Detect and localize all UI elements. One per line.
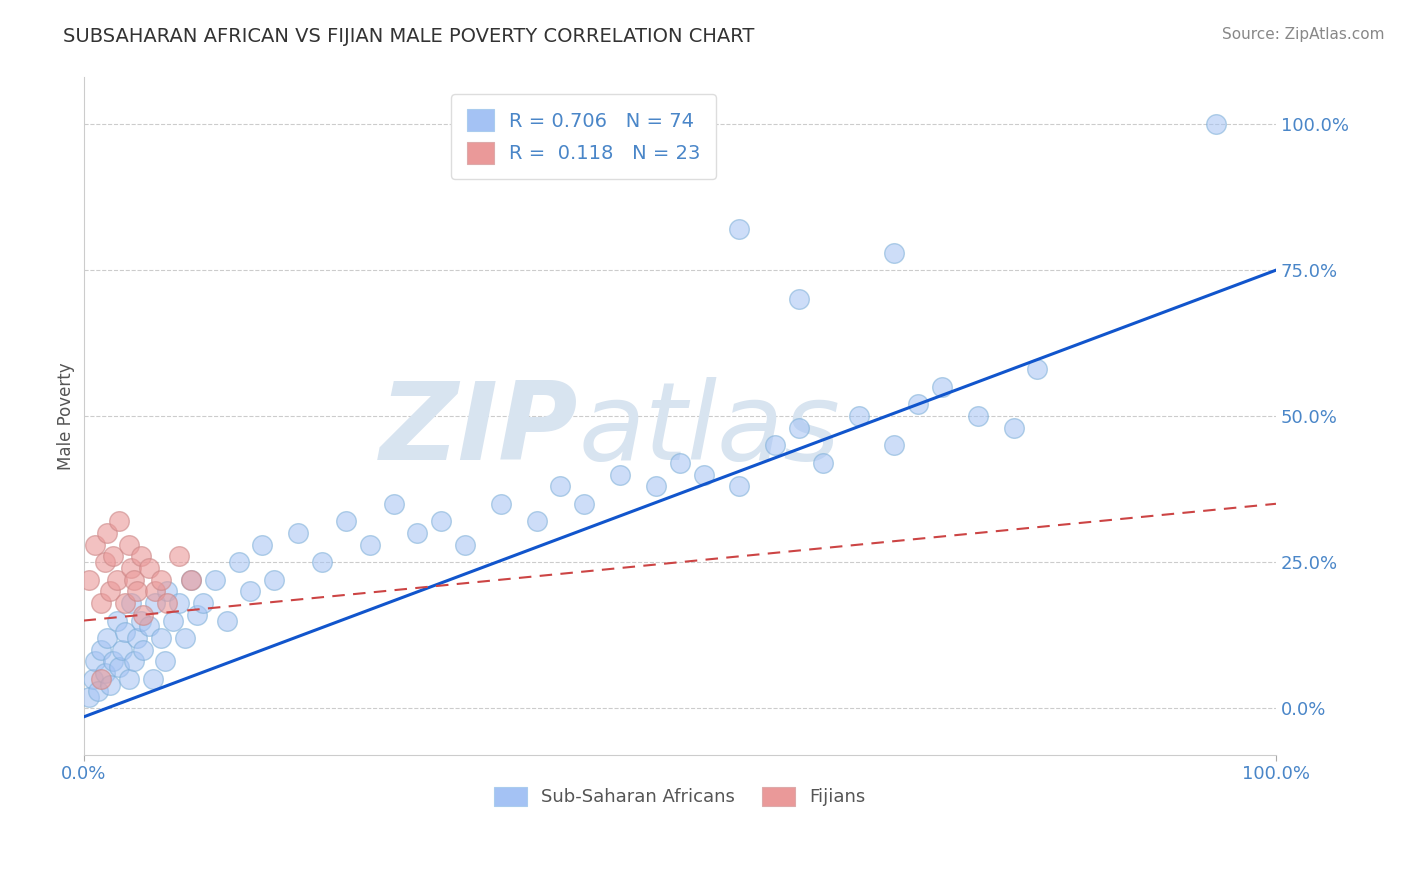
Point (82, 672, 104, 686)
Legend: Sub-Saharan Africans, Fijians: Sub-Saharan Africans, Fijians (486, 780, 873, 814)
Point (98, 584, 121, 599)
Point (263, 573, 285, 587)
Point (120, 596, 142, 610)
Point (204, 573, 226, 587)
Point (143, 584, 166, 599)
Point (94, 555, 117, 569)
Point (120, 561, 142, 575)
Point (167, 549, 190, 564)
Point (430, 514, 453, 528)
Point (114, 625, 136, 640)
Point (127, 584, 149, 599)
Point (728, 222, 751, 236)
Point (84, 538, 107, 552)
Point (162, 614, 184, 628)
Point (90, 672, 112, 686)
Y-axis label: Male Poverty: Male Poverty (58, 362, 75, 470)
Point (108, 660, 131, 674)
Point (143, 596, 166, 610)
Point (114, 596, 136, 610)
Point (79, 573, 101, 587)
Point (907, 397, 929, 411)
Point (1205, 117, 1227, 131)
Point (787, 421, 810, 435)
Point (489, 497, 512, 511)
Text: SUBSAHARAN AFRICAN VS FIJIAN MALE POVERTY CORRELATION CHART: SUBSAHARAN AFRICAN VS FIJIAN MALE POVERT… (63, 27, 755, 45)
Point (118, 672, 141, 686)
Point (156, 596, 179, 610)
Point (966, 409, 988, 424)
Point (142, 672, 165, 686)
Point (1002, 421, 1025, 435)
Point (252, 538, 274, 552)
Point (105, 573, 128, 587)
Point (122, 655, 145, 669)
Point (668, 456, 690, 470)
Point (811, 456, 834, 470)
Point (239, 584, 262, 599)
Point (129, 549, 152, 564)
Text: Source: ZipAtlas.com: Source: ZipAtlas.com (1222, 27, 1385, 42)
Point (111, 642, 134, 657)
Point (526, 514, 548, 528)
Point (98, 678, 121, 692)
Point (728, 479, 751, 493)
Point (454, 538, 477, 552)
Point (105, 614, 128, 628)
Point (574, 497, 596, 511)
Point (191, 596, 214, 610)
Text: atlas: atlas (578, 377, 841, 483)
Point (127, 631, 149, 645)
Point (228, 555, 250, 569)
Point (153, 655, 176, 669)
Point (103, 655, 125, 669)
Point (609, 467, 631, 482)
Point (103, 549, 125, 564)
Point (87, 683, 110, 698)
Point (132, 607, 155, 622)
Point (79, 690, 101, 704)
Point (84, 655, 107, 669)
Point (122, 573, 145, 587)
Point (692, 467, 714, 482)
Point (90, 596, 112, 610)
Point (382, 497, 405, 511)
Point (96, 526, 118, 541)
Point (94, 666, 117, 681)
Point (787, 293, 810, 307)
Point (132, 642, 155, 657)
Point (173, 631, 195, 645)
Point (550, 479, 572, 493)
Point (287, 526, 309, 541)
Point (167, 596, 190, 610)
Point (156, 584, 179, 599)
Point (848, 409, 870, 424)
Point (763, 438, 786, 452)
Point (96, 631, 118, 645)
Point (311, 555, 333, 569)
Point (118, 538, 141, 552)
Point (359, 538, 381, 552)
Point (406, 526, 429, 541)
Point (129, 614, 152, 628)
Point (335, 514, 357, 528)
Point (180, 573, 202, 587)
Point (883, 438, 905, 452)
Point (644, 479, 666, 493)
Point (180, 573, 202, 587)
Point (1026, 362, 1049, 376)
Point (883, 245, 905, 260)
Point (931, 380, 953, 394)
Point (150, 573, 173, 587)
Point (150, 631, 173, 645)
Point (138, 619, 160, 633)
Point (215, 614, 238, 628)
Point (138, 561, 160, 575)
Point (186, 607, 208, 622)
Point (90, 642, 112, 657)
Text: ZIP: ZIP (380, 376, 578, 483)
Point (108, 514, 131, 528)
